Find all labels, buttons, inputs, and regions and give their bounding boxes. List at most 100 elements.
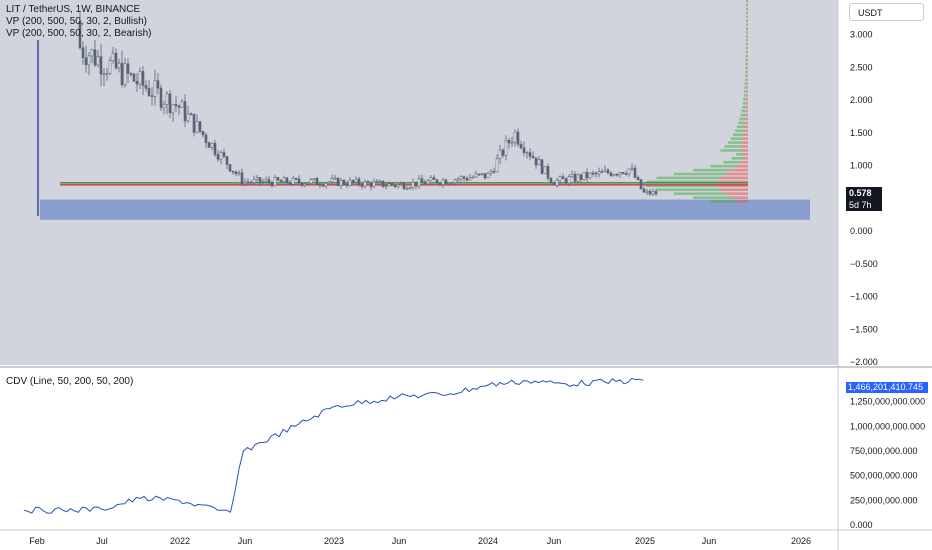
candle-body[interactable] xyxy=(132,73,136,82)
candle-body[interactable] xyxy=(630,167,634,170)
candle-body[interactable] xyxy=(522,147,526,154)
candle-body[interactable] xyxy=(624,173,628,175)
candle-body[interactable] xyxy=(417,178,421,187)
candle-body[interactable] xyxy=(213,142,217,155)
candle-body[interactable] xyxy=(240,172,244,185)
candle-body[interactable] xyxy=(567,176,571,184)
candle-body[interactable] xyxy=(606,169,610,174)
candle-body[interactable] xyxy=(435,179,439,184)
candle-body[interactable] xyxy=(396,184,400,187)
candle-body[interactable] xyxy=(303,183,307,186)
candle-body[interactable] xyxy=(645,190,649,193)
candle-body[interactable] xyxy=(84,57,88,66)
candle-body[interactable] xyxy=(126,63,130,74)
candle-body[interactable] xyxy=(204,134,208,144)
candle-body[interactable] xyxy=(177,105,181,108)
candle-body[interactable] xyxy=(294,177,298,180)
candle-body[interactable] xyxy=(408,187,412,189)
candle-body[interactable] xyxy=(288,182,292,185)
candle-body[interactable] xyxy=(450,182,454,185)
candle-body[interactable] xyxy=(651,191,655,195)
candle-body[interactable] xyxy=(87,55,91,66)
candle-body[interactable] xyxy=(333,177,337,180)
candle-body[interactable] xyxy=(510,141,514,144)
candle-body[interactable] xyxy=(105,73,109,75)
candle-body[interactable] xyxy=(273,177,277,187)
candle-body[interactable] xyxy=(246,181,250,184)
candle-body[interactable] xyxy=(279,180,283,182)
candle-body[interactable] xyxy=(462,176,466,179)
candle-body[interactable] xyxy=(96,56,100,66)
candle-body[interactable] xyxy=(609,172,613,177)
candle-body[interactable] xyxy=(78,21,82,49)
candle-body[interactable] xyxy=(615,174,619,176)
candle-body[interactable] xyxy=(81,47,85,59)
candle-body[interactable] xyxy=(372,181,376,188)
candle-body[interactable] xyxy=(618,171,622,175)
candle-body[interactable] xyxy=(411,181,415,188)
candle-body[interactable] xyxy=(564,178,568,184)
candle-body[interactable] xyxy=(342,179,346,185)
candle-body[interactable] xyxy=(534,157,538,166)
support-zone[interactable] xyxy=(40,199,810,220)
candle-body[interactable] xyxy=(138,71,142,85)
candle-body[interactable] xyxy=(612,174,616,177)
candle-body[interactable] xyxy=(357,178,361,185)
candle-body[interactable] xyxy=(255,177,259,180)
candle-body[interactable] xyxy=(123,63,127,86)
candle-body[interactable] xyxy=(258,177,262,183)
candle-body[interactable] xyxy=(165,93,169,105)
candle-body[interactable] xyxy=(318,184,322,186)
candle-body[interactable] xyxy=(300,182,304,186)
candle-body[interactable] xyxy=(129,73,133,75)
candle-body[interactable] xyxy=(639,179,643,190)
candle-body[interactable] xyxy=(465,178,469,181)
candle-body[interactable] xyxy=(429,177,433,182)
candle-body[interactable] xyxy=(438,182,442,185)
candle-body[interactable] xyxy=(180,101,184,108)
candle-body[interactable] xyxy=(228,164,232,172)
candle-body[interactable] xyxy=(348,179,352,186)
candle-body[interactable] xyxy=(591,172,595,175)
candle-body[interactable] xyxy=(648,190,652,195)
vp-bullish-label[interactable]: VP (200, 500, 50, 30, 2, Bullish) xyxy=(6,16,148,27)
candle-body[interactable] xyxy=(582,171,586,180)
candle-body[interactable] xyxy=(270,182,274,187)
candle-body[interactable] xyxy=(447,182,451,185)
candle-body[interactable] xyxy=(387,183,391,187)
candle-body[interactable] xyxy=(291,177,295,185)
cdv-line[interactable] xyxy=(23,377,644,514)
candle-body[interactable] xyxy=(579,174,583,180)
candle-body[interactable] xyxy=(306,183,310,185)
candle-body[interactable] xyxy=(507,139,511,144)
candle-body[interactable] xyxy=(600,171,604,173)
candle-body[interactable] xyxy=(516,131,520,145)
candle-body[interactable] xyxy=(456,178,460,181)
candle-body[interactable] xyxy=(480,173,484,175)
candle-body[interactable] xyxy=(141,71,145,86)
candle-body[interactable] xyxy=(390,183,394,186)
candle-body[interactable] xyxy=(423,181,427,185)
candle-body[interactable] xyxy=(261,181,265,183)
candle-body[interactable] xyxy=(282,177,286,182)
candle-body[interactable] xyxy=(321,184,325,187)
candle-body[interactable] xyxy=(603,169,607,172)
candle-body[interactable] xyxy=(477,173,481,176)
candle-body[interactable] xyxy=(183,101,187,122)
candle-body[interactable] xyxy=(114,52,118,69)
candle-body[interactable] xyxy=(546,166,550,179)
candle-body[interactable] xyxy=(108,60,112,74)
candle-body[interactable] xyxy=(207,142,211,148)
candle-body[interactable] xyxy=(336,177,340,187)
candle-body[interactable] xyxy=(552,182,556,186)
candle-body[interactable] xyxy=(414,181,418,187)
candle-body[interactable] xyxy=(276,177,280,181)
candle-body[interactable] xyxy=(453,179,457,184)
candle-body[interactable] xyxy=(489,170,493,174)
candle-body[interactable] xyxy=(381,180,385,187)
candle-body[interactable] xyxy=(654,191,658,195)
candle-body[interactable] xyxy=(525,152,529,154)
candle-body[interactable] xyxy=(471,176,475,179)
candle-body[interactable] xyxy=(528,152,532,157)
